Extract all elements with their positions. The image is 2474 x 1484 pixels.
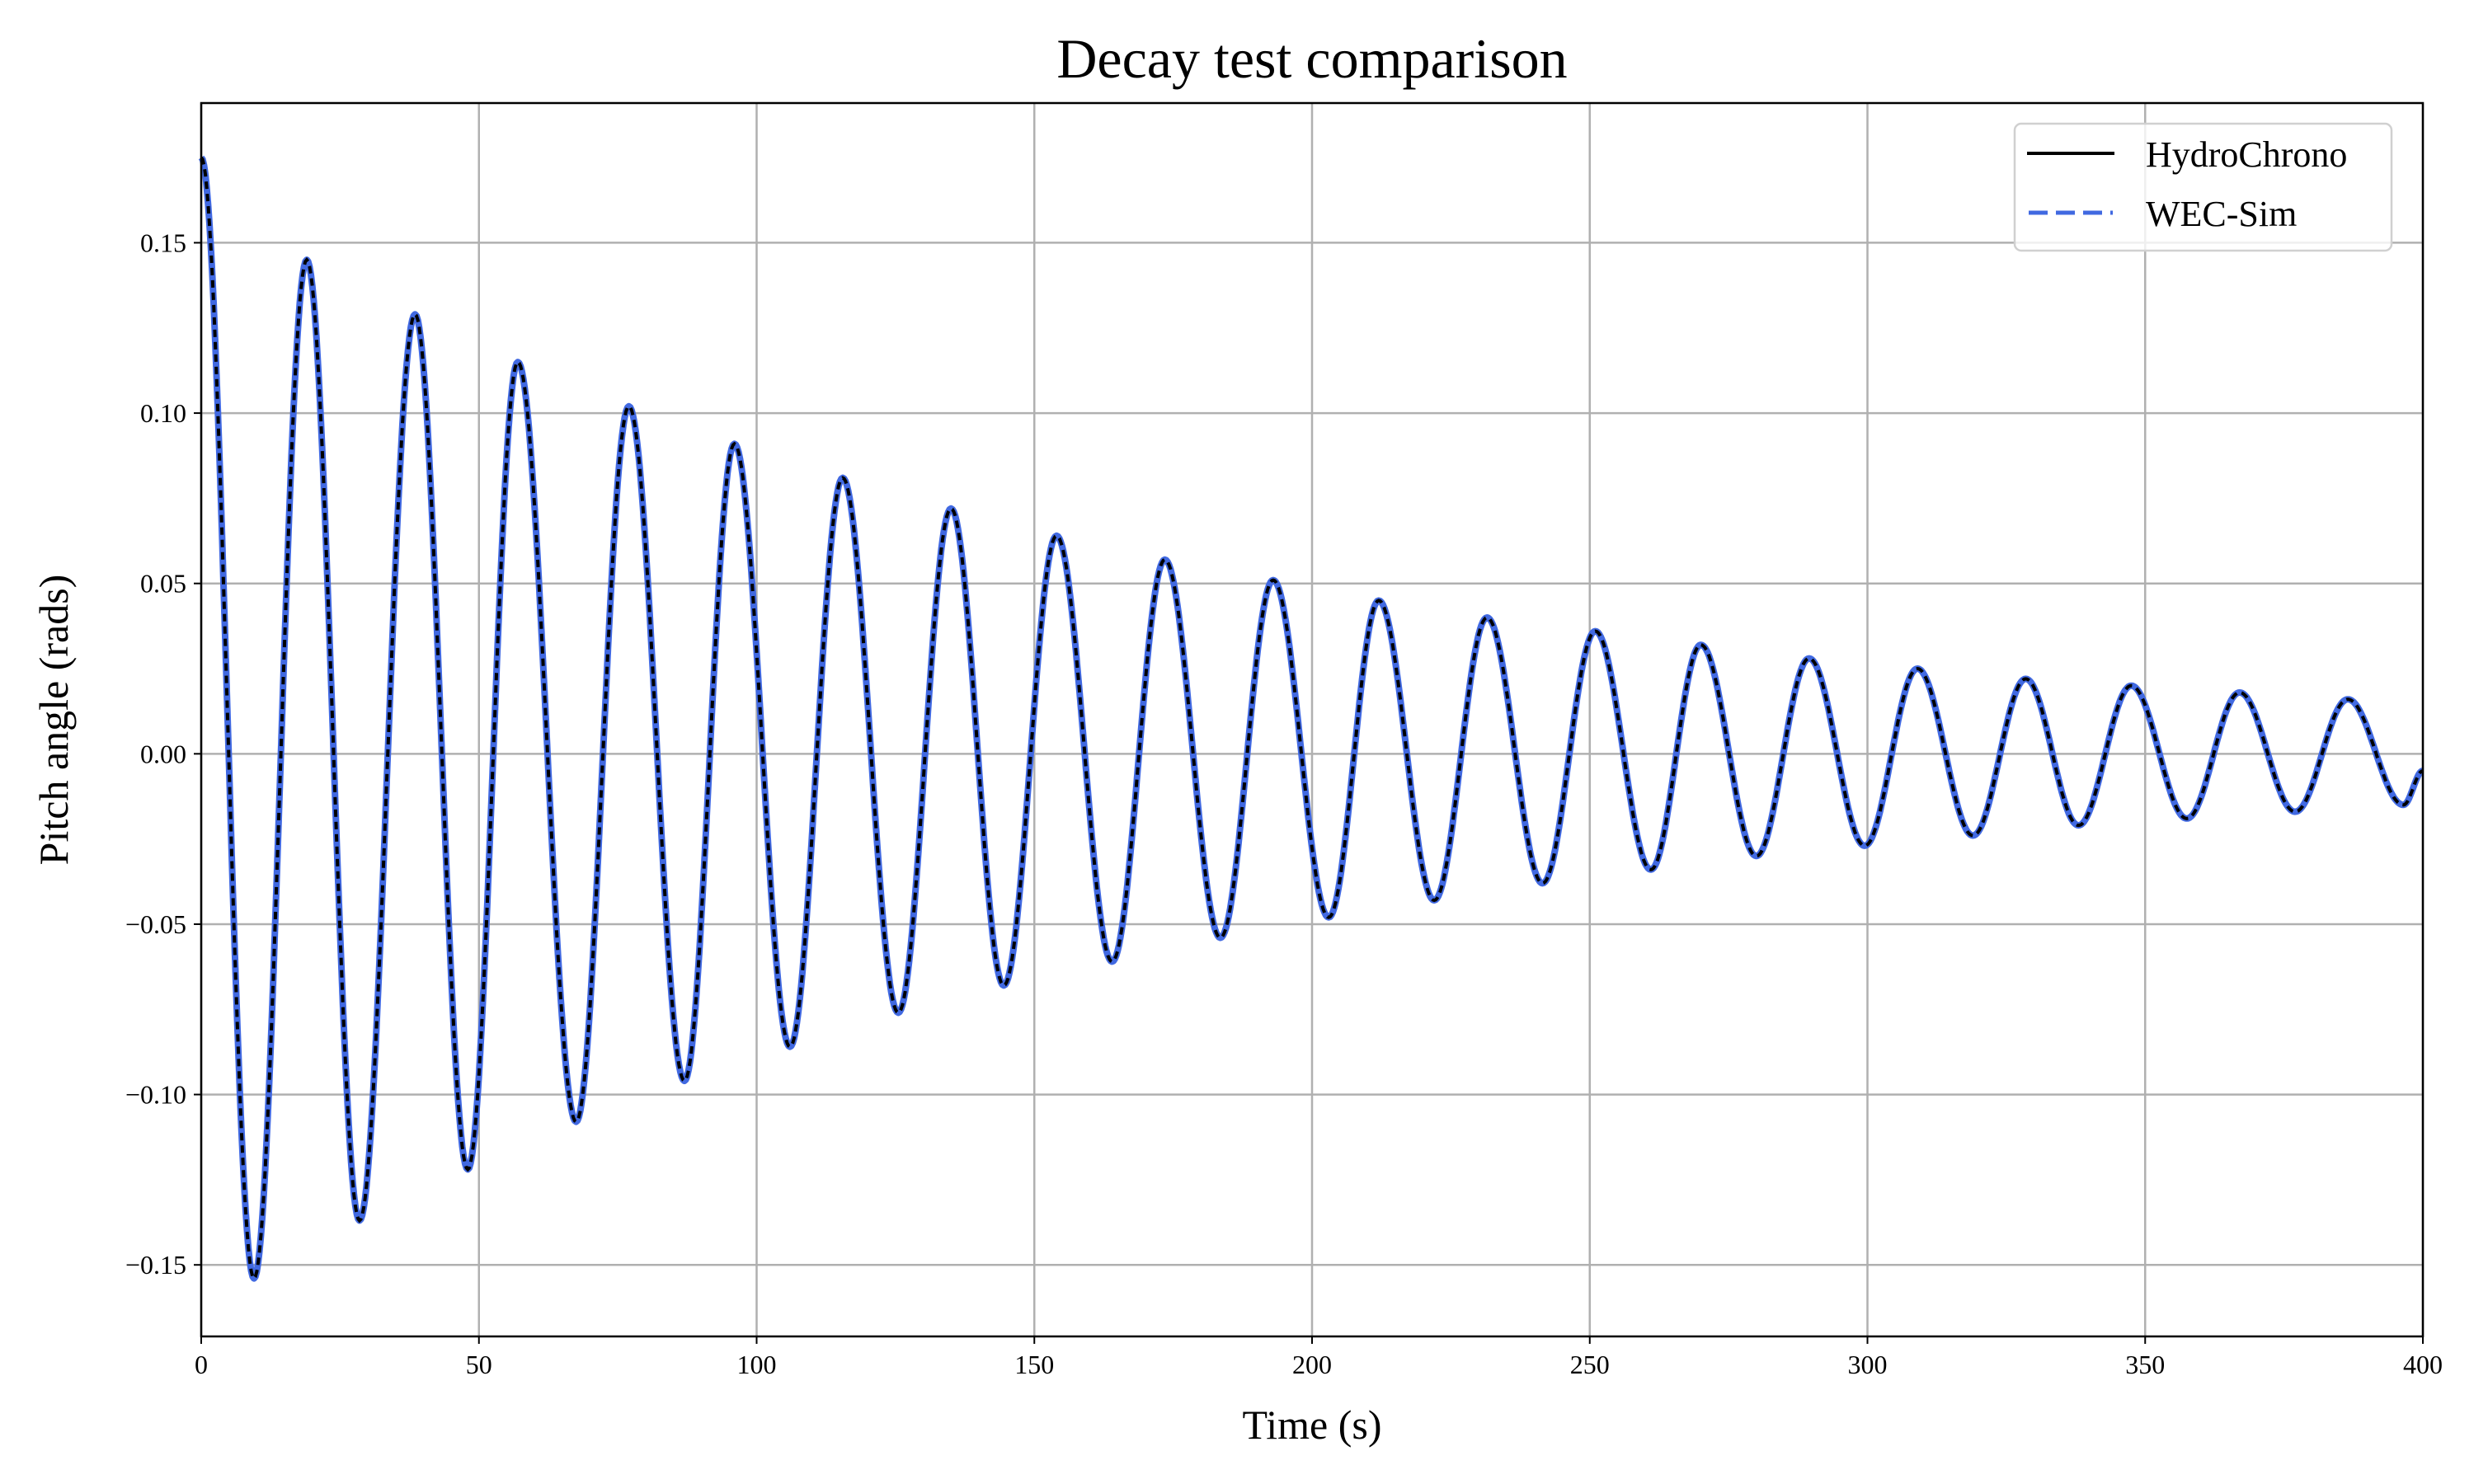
legend-label-wec-sim: WEC-Sim [2146, 194, 2297, 234]
x-tick-label: 250 [1570, 1350, 1610, 1379]
x-tick-label: 400 [2403, 1350, 2443, 1379]
y-tick-label: −0.05 [125, 909, 186, 939]
x-tick-label: 0 [195, 1350, 208, 1379]
x-tick-label: 150 [1014, 1350, 1054, 1379]
legend: HydroChrono WEC-Sim [2013, 122, 2393, 252]
x-axis-label: Time (s) [1242, 1402, 1381, 1448]
legend-label-hydrochrono: HydroChrono [2146, 134, 2347, 175]
y-tick-label: 0.05 [140, 569, 186, 599]
y-tick-label: −0.10 [125, 1080, 186, 1110]
chart-title: Decay test comparison [1056, 27, 1567, 90]
x-ticks: 0 50 100 150 200 250 300 350 400 [195, 1336, 2443, 1379]
y-tick-label: 0.10 [140, 398, 186, 428]
legend-box [2013, 122, 2393, 252]
y-ticks: −0.15 −0.10 −0.05 0.00 0.05 0.10 0.15 [125, 228, 201, 1280]
grid [200, 103, 2425, 1336]
x-tick-label: 200 [1292, 1350, 1332, 1379]
y-tick-label: −0.15 [125, 1250, 186, 1280]
y-axis-label: Pitch angle (rads) [31, 575, 77, 866]
x-tick-label: 50 [466, 1350, 492, 1379]
series-line-hydrochrono [200, 156, 2424, 1281]
x-tick-label: 100 [737, 1350, 777, 1379]
series-layer [198, 155, 2425, 1282]
y-tick-label: 0.00 [140, 739, 186, 768]
y-tick-label: 0.15 [140, 228, 186, 257]
x-tick-label: 300 [1848, 1350, 1888, 1379]
x-tick-label: 350 [2125, 1350, 2165, 1379]
